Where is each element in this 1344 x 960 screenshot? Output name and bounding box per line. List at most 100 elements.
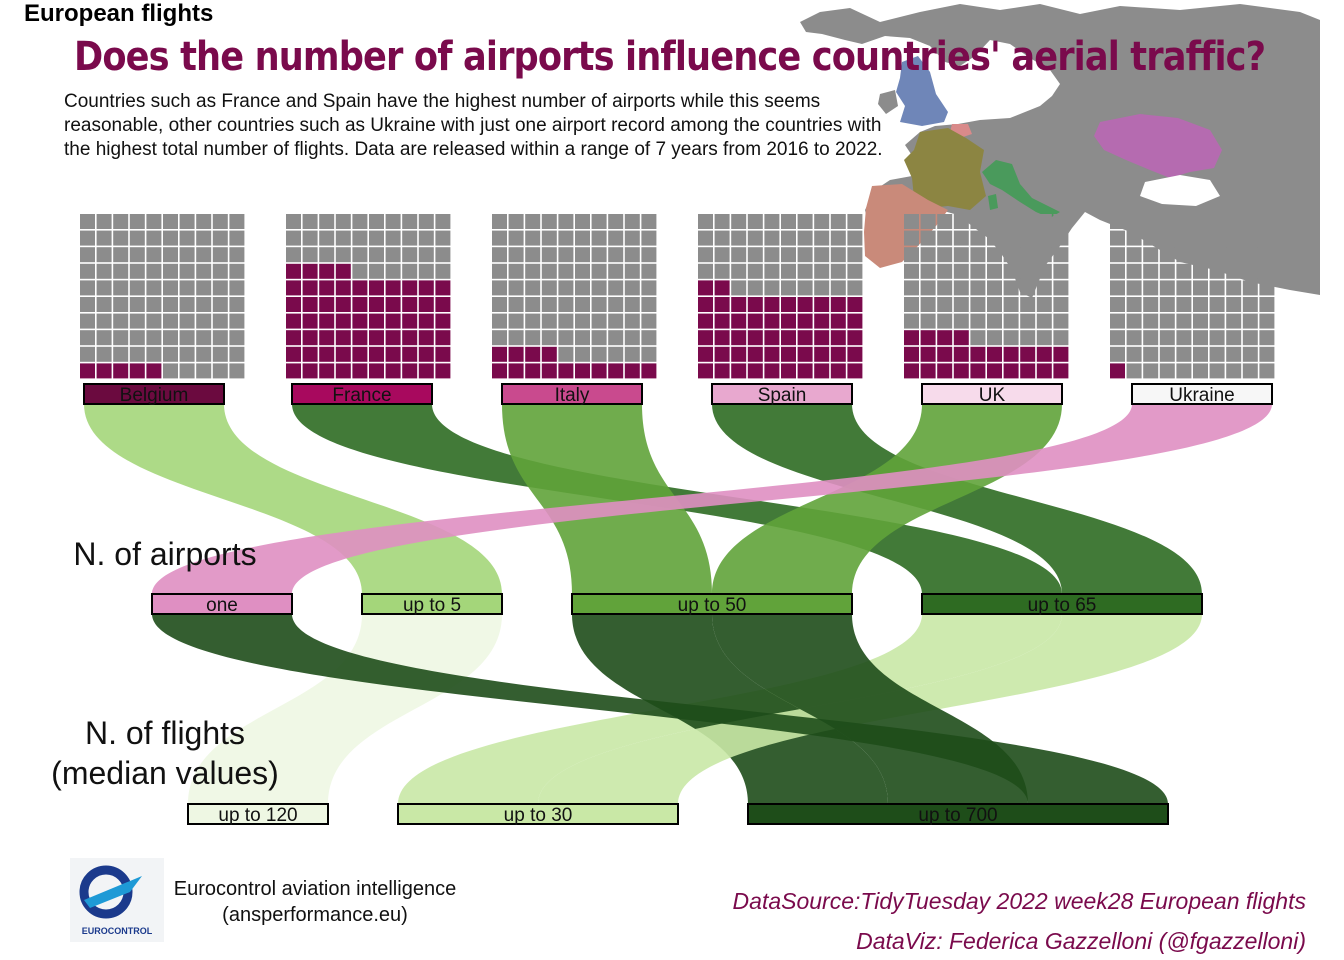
waffle-cell-empty [212, 247, 228, 263]
waffle-cell-empty [435, 247, 451, 263]
waffle-cell-filled [953, 363, 969, 379]
waffle-cell-empty [492, 297, 507, 312]
waffle-cell-empty [1020, 214, 1036, 229]
waffle-cell-filled [970, 346, 986, 362]
waffle-cell-empty [96, 313, 112, 329]
waffle-cell-empty [402, 214, 418, 229]
waffle-cell-filled [319, 263, 335, 279]
waffle-cell-empty [1259, 297, 1275, 312]
waffle-cell-empty [435, 263, 451, 279]
waffle-cell-filled [402, 346, 418, 362]
waffle-cell-empty [698, 214, 713, 229]
waffle-cell-empty [96, 247, 112, 263]
waffle-cell-empty [80, 230, 95, 246]
waffle-cell-empty [987, 313, 1002, 329]
waffle-cell-empty [1226, 363, 1242, 379]
waffle-cell-empty [113, 230, 129, 246]
waffle-cell-empty [814, 247, 830, 263]
waffle-cell-filled [385, 280, 401, 296]
waffle-cell-empty [163, 363, 178, 379]
datasource-credit: DataSource:TidyTuesday 2022 week28 Europ… [732, 888, 1306, 914]
waffle-cell-empty [641, 280, 657, 296]
waffle-cell-empty [1143, 263, 1159, 279]
waffle-cell-empty [1209, 297, 1225, 312]
waffle-cell-filled [286, 280, 301, 296]
waffle-cell-empty [1003, 313, 1019, 329]
waffle-cell-empty [764, 263, 780, 279]
waffle-cell-empty [179, 297, 195, 312]
waffle-cell-empty [1036, 247, 1052, 263]
waffle-cell-empty [80, 263, 95, 279]
waffle-cell-empty [1036, 230, 1052, 246]
waffle-cell-empty [558, 214, 574, 229]
waffle-cell-empty [558, 330, 574, 346]
waffle-cell-empty [113, 330, 129, 346]
waffle-cell-empty [714, 263, 730, 279]
waffle-cell-empty [987, 280, 1002, 296]
waffle-cell-empty [1226, 247, 1242, 263]
waffle-cell-filled [920, 330, 936, 346]
waffle-cell-empty [1159, 280, 1175, 296]
waffle-cell-empty [1053, 263, 1069, 279]
waffle-cell-empty [1126, 363, 1142, 379]
waffle-cell-empty [608, 280, 624, 296]
waffle-cell-empty [937, 313, 953, 329]
waffle-cell-empty [163, 297, 178, 312]
map-uk [896, 56, 948, 126]
waffle-cell-empty [229, 230, 245, 246]
waffle-cell-empty [229, 363, 245, 379]
waffle-cell-filled [747, 346, 763, 362]
waffle-cell-empty [1143, 214, 1159, 229]
waffle-cell-filled [508, 363, 524, 379]
stratum-flights-up-to-30-box [397, 803, 679, 825]
waffle-cell-empty [1242, 230, 1258, 246]
waffle-cell-empty [847, 214, 863, 229]
strata-boxes: Belgium France Italy Spain UK Ukraine one up to… [83, 383, 1273, 826]
waffle-cell-empty [781, 263, 796, 279]
waffle-cell-empty [608, 346, 624, 362]
alluvial-flows-lower [152, 614, 1202, 804]
waffle-cell-empty [1193, 280, 1208, 296]
stratum-country-spain-label: Spain [758, 385, 807, 406]
waffle-cell-empty [1259, 230, 1275, 246]
waffle-cell-empty [508, 230, 524, 246]
waffle-cell-empty [179, 363, 195, 379]
waffle-cell-empty [229, 297, 245, 312]
waffle-cell-empty [624, 346, 640, 362]
waffle-cell-empty [747, 247, 763, 263]
alluvial-flows-upper [84, 404, 1272, 594]
waffle-cell-empty [1209, 230, 1225, 246]
waffle-cell-empty [937, 247, 953, 263]
waffle-cell-filled [847, 363, 863, 379]
waffle-cell-filled [747, 297, 763, 312]
waffle-cell-filled [814, 363, 830, 379]
waffle-cell-empty [418, 247, 434, 263]
waffle-cell-empty [369, 230, 384, 246]
waffle-cell-filled [714, 313, 730, 329]
waffle-cell-empty [525, 280, 541, 296]
waffle-cell-empty [113, 247, 129, 263]
waffle-cell-empty [96, 297, 112, 312]
waffle-cell-empty [1126, 313, 1142, 329]
waffle-cell-filled [814, 313, 830, 329]
waffle-cell-empty [830, 280, 846, 296]
waffle-cell-empty [179, 330, 195, 346]
waffle-cell-empty [1143, 230, 1159, 246]
waffle-cell-empty [1226, 230, 1242, 246]
stratum-country-uk-label: UK [979, 385, 1006, 406]
waffle-cell-empty [1003, 247, 1019, 263]
stratum-flights-up-to-120-box [187, 803, 329, 825]
waffle-cell-filled [418, 280, 434, 296]
waffle-cell-empty [558, 313, 574, 329]
waffle-cell-empty [286, 247, 301, 263]
waffle-cell-empty [1259, 214, 1275, 229]
waffle-cell-empty [352, 214, 368, 229]
waffle-cell-empty [987, 263, 1002, 279]
waffle-cell-empty [229, 263, 245, 279]
waffle-cell-empty [352, 230, 368, 246]
waffle-cell-empty [904, 214, 919, 229]
waffle-cell-empty [1159, 330, 1175, 346]
map-ukraine [1094, 114, 1222, 178]
waffle-cell-filled [418, 330, 434, 346]
